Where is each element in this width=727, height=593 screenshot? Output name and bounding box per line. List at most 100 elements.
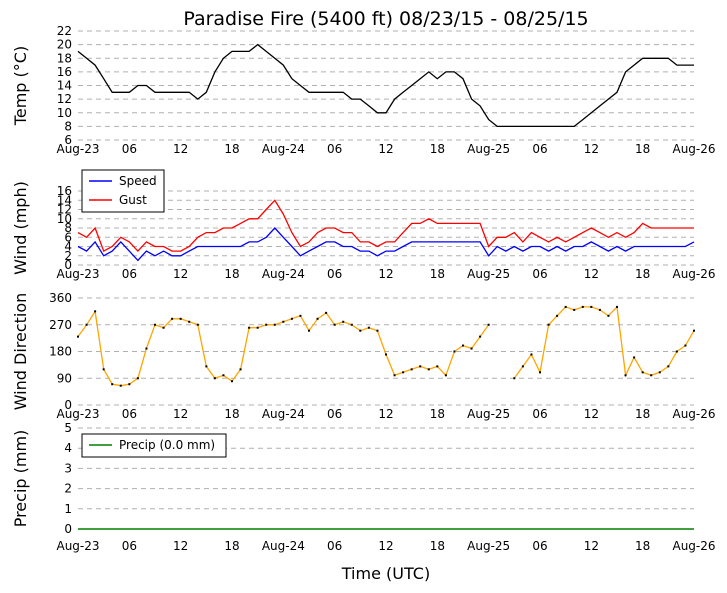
x-tick-label: 12 bbox=[584, 539, 599, 553]
direction-point bbox=[624, 374, 627, 377]
y-tick-label: 12 bbox=[57, 203, 72, 217]
direction-point bbox=[453, 350, 456, 353]
direction-point bbox=[265, 323, 268, 326]
direction-point bbox=[402, 371, 405, 374]
direction-point bbox=[641, 371, 644, 374]
x-tick-label: 06 bbox=[532, 267, 547, 281]
direction-point bbox=[342, 320, 345, 323]
x-tick-label: 18 bbox=[430, 407, 445, 421]
x-tick-label: Aug-26 bbox=[672, 539, 715, 553]
direction-point bbox=[410, 368, 413, 371]
direction-point bbox=[581, 305, 584, 308]
direction-point bbox=[479, 335, 482, 338]
direction-point bbox=[299, 314, 302, 317]
direction-point bbox=[590, 305, 593, 308]
direction-point bbox=[77, 335, 79, 338]
direction-point bbox=[650, 374, 653, 377]
direction-point bbox=[487, 323, 490, 326]
direction-point bbox=[530, 353, 533, 356]
direction-point bbox=[521, 365, 524, 368]
y-tick-label: 2 bbox=[64, 249, 72, 263]
series-line-direction bbox=[77, 305, 695, 387]
direction-point bbox=[427, 368, 430, 371]
direction-point bbox=[675, 350, 678, 353]
direction-point bbox=[333, 323, 336, 326]
y-tick-label: 14 bbox=[57, 79, 72, 93]
x-tick-label: 18 bbox=[635, 539, 650, 553]
direction-point bbox=[462, 344, 464, 347]
x-tick-label: 12 bbox=[584, 267, 599, 281]
x-tick-label: Aug-24 bbox=[262, 267, 305, 281]
x-tick-label: Aug-24 bbox=[262, 142, 305, 156]
y-tick-label: 0 bbox=[64, 522, 72, 536]
x-tick-label: 12 bbox=[173, 142, 188, 156]
y-tick-label: 6 bbox=[64, 133, 72, 147]
y-tick-label: 5 bbox=[64, 421, 72, 435]
direction-point bbox=[222, 374, 225, 377]
x-tick-label: Aug-24 bbox=[262, 407, 305, 421]
legend-box bbox=[81, 433, 227, 458]
x-tick-label: 18 bbox=[635, 142, 650, 156]
y-tick-label: 12 bbox=[57, 92, 72, 106]
direction-point bbox=[444, 374, 447, 377]
y-tick-label: 18 bbox=[57, 51, 72, 65]
y-tick-label: 4 bbox=[64, 240, 72, 254]
y-tick-label: 0 bbox=[64, 258, 72, 272]
x-tick-label: Aug-26 bbox=[672, 142, 715, 156]
x-tick-label: 12 bbox=[378, 142, 393, 156]
direction-point bbox=[102, 368, 105, 371]
y-axis-label: Wind (mph) bbox=[11, 181, 30, 275]
direction-point bbox=[154, 323, 156, 326]
legend-box bbox=[81, 169, 165, 213]
y-tick-label: 10 bbox=[57, 212, 72, 226]
series-line-gust bbox=[77, 199, 694, 253]
x-tick-label: 06 bbox=[327, 539, 342, 553]
x-tick-label: 12 bbox=[173, 267, 188, 281]
x-tick-label: 18 bbox=[430, 267, 445, 281]
x-tick-label: 18 bbox=[635, 267, 650, 281]
y-tick-label: 0 bbox=[64, 398, 72, 412]
panel-3: 0 90 180 270 360 Aug-23 06 12 18 Aug-24 06 12 18 Aug-… bbox=[11, 291, 716, 421]
direction-point bbox=[658, 371, 661, 374]
x-tick-label: 06 bbox=[532, 539, 547, 553]
direction-point bbox=[162, 326, 165, 329]
y-tick-label: 90 bbox=[57, 371, 72, 385]
direction-point bbox=[573, 308, 576, 311]
direction-point bbox=[188, 320, 191, 323]
x-tick-label: 18 bbox=[430, 539, 445, 553]
x-tick-label: 06 bbox=[122, 142, 137, 156]
x-tick-label: 12 bbox=[173, 539, 188, 553]
y-tick-label: 360 bbox=[49, 291, 72, 305]
direction-point bbox=[470, 347, 473, 350]
x-tick-label: 06 bbox=[532, 142, 547, 156]
direction-point bbox=[282, 320, 285, 323]
x-tick-label: Aug-24 bbox=[262, 539, 305, 553]
direction-point bbox=[376, 329, 379, 332]
direction-point bbox=[598, 308, 601, 311]
direction-point bbox=[547, 323, 550, 326]
direction-point bbox=[667, 365, 670, 368]
direction-point bbox=[419, 365, 422, 368]
x-tick-label: 12 bbox=[584, 407, 599, 421]
x-tick-label: 18 bbox=[224, 407, 239, 421]
x-tick-label: 06 bbox=[327, 267, 342, 281]
x-tick-label: Aug-23 bbox=[56, 267, 99, 281]
x-tick-label: 06 bbox=[327, 407, 342, 421]
direction-point bbox=[273, 323, 276, 326]
direction-point bbox=[145, 347, 148, 350]
legend-label: Speed bbox=[119, 174, 157, 188]
y-tick-label: 16 bbox=[57, 184, 72, 198]
x-tick-label: Aug-23 bbox=[56, 407, 99, 421]
x-tick-label: Aug-25 bbox=[467, 142, 510, 156]
direction-point bbox=[325, 311, 328, 314]
x-tick-label: 18 bbox=[224, 142, 239, 156]
direction-point bbox=[539, 371, 541, 374]
direction-point bbox=[179, 317, 182, 320]
direction-point bbox=[633, 356, 636, 359]
direction-point bbox=[196, 323, 199, 326]
direction-point bbox=[171, 317, 174, 320]
x-tick-label: Aug-23 bbox=[56, 142, 99, 156]
